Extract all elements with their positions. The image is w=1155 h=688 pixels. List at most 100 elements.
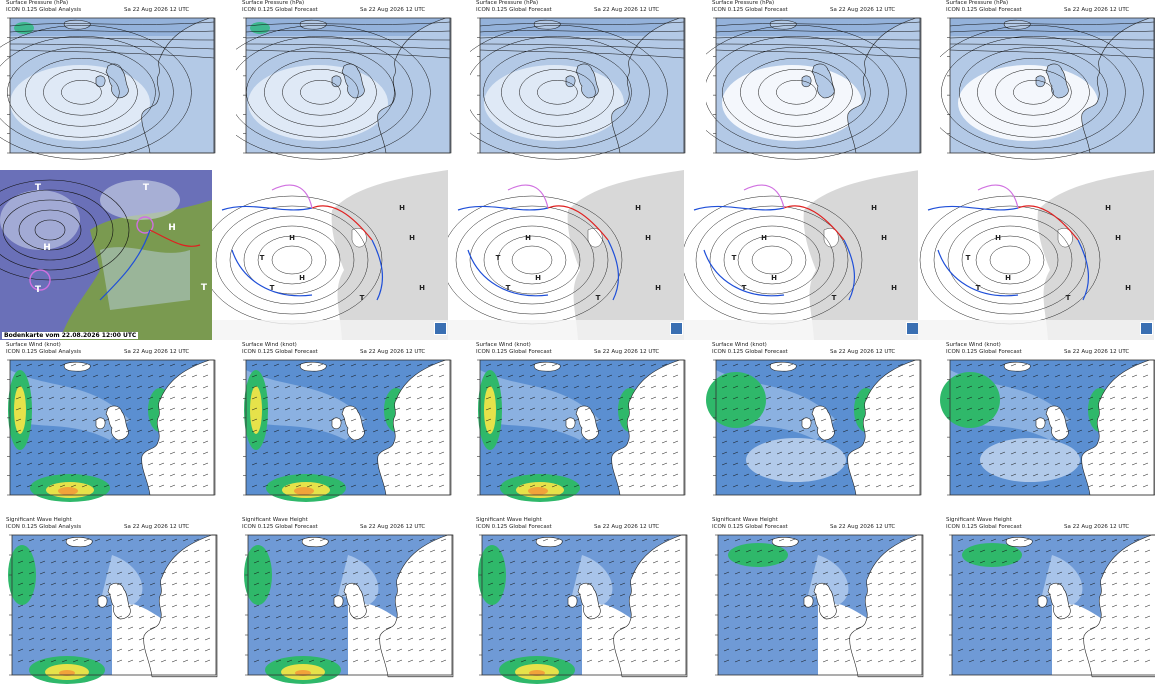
panel-model: ICON 0.125 Global Forecast [946,6,1022,13]
coastline [65,534,218,678]
wind-panel: Surface Wind (knot) ICON 0.125 Global For… [236,342,468,512]
isobars [0,21,215,160]
panel-valid-time: Sa 22 Aug 2026 12 UTC [360,348,426,355]
coastline [533,17,686,154]
high-pressure-symbol: H [1005,274,1011,282]
low-pressure-symbol: T [270,284,275,292]
pressure-panel: Surface Pressure (hPa) ICON 0.125 Global … [470,0,702,168]
high-pressure-symbol: H [635,204,641,212]
coastline [769,359,922,496]
surface-forecast-map: H T H H H T H T [448,170,684,340]
isobars [706,21,921,160]
high-pressure-symbol: H [761,234,767,242]
wind-panel: Surface Wind (knot) ICON 0.125 Global For… [470,342,702,512]
analysis-caption: Bodenkarte vom 22.08.2026 12:00 UTC [2,332,139,339]
panel-header: Significant Wave Height ICON 0.125 Global… [946,517,1155,530]
panel-valid-time: Sa 22 Aug 2026 12 UTC [1064,523,1130,530]
pressure-map [470,17,686,160]
surface-forecast-map: H T H H H T H T [918,170,1154,340]
low-pressure-symbol: T [143,183,150,193]
panel-valid-time: Sa 22 Aug 2026 12 UTC [1064,6,1130,13]
colorbar [276,161,426,166]
low-pressure-symbol: T [732,254,737,262]
panel-title: Surface Wind (knot) [946,342,1001,348]
high-pressure-symbol: H [43,243,51,253]
panel-title: Surface Pressure (hPa) [6,0,69,6]
high-pressure-symbol: H [881,234,887,242]
panel-model: ICON 0.125 Global Analysis [6,523,82,530]
coastline [299,359,452,496]
low-pressure-symbol: T [201,283,208,293]
wind-panel: Surface Wind (knot) ICON 0.125 Global For… [706,342,938,512]
panel-valid-time: Sa 22 Aug 2026 12 UTC [830,6,896,13]
panel-header: Surface Wind (knot) ICON 0.125 Global Ana… [6,342,226,355]
panel-valid-time: Sa 22 Aug 2026 12 UTC [124,523,190,530]
wave-map [478,534,688,684]
high-pressure-symbol: H [535,274,541,282]
pressure-panel: Surface Pressure (hPa) ICON 0.125 Global … [940,0,1155,168]
coastline [1003,359,1155,496]
wind-vectors [251,363,445,488]
panel-valid-time: Sa 22 Aug 2026 12 UTC [594,523,660,530]
high-pressure-symbol: H [1125,284,1131,292]
dwd-logo [434,322,447,335]
low-pressure-symbol: T [832,294,837,302]
low-pressure-symbol: T [966,254,971,262]
panel-title: Surface Wind (knot) [712,342,767,348]
pressure-map [0,17,216,160]
surface-forecast-panel: H T H H H T H T [212,170,448,340]
pressure-panel: Surface Pressure (hPa) ICON 0.125 Global … [0,0,232,168]
panel-model: ICON 0.125 Global Analysis [6,6,82,13]
wind-vectors [723,538,917,663]
colorbar [736,681,906,686]
colorbar [970,681,1140,686]
panel-header: Surface Wind (knot) ICON 0.125 Global For… [242,342,462,355]
isobars [236,21,451,160]
panel-model: ICON 0.125 Global Forecast [242,6,318,13]
high-pressure-symbol: H [771,274,777,282]
panel-valid-time: Sa 22 Aug 2026 12 UTC [1064,348,1130,355]
panel-model: ICON 0.125 Global Forecast [946,348,1022,355]
panel-header: Surface Wind (knot) ICON 0.125 Global For… [946,342,1155,355]
panel-header: Significant Wave Height ICON 0.125 Global… [712,517,932,530]
wave-map [8,534,218,684]
panel-header: Surface Pressure (hPa) ICON 0.125 Global … [242,0,462,13]
coastline [63,359,216,496]
low-pressure-symbol: T [360,294,365,302]
wind-map [243,359,452,502]
panel-title: Significant Wave Height [242,517,308,523]
wind-vectors [957,538,1151,663]
pressure-map [706,17,922,160]
panel-title: Surface Pressure (hPa) [242,0,305,6]
panel-valid-time: Sa 22 Aug 2026 12 UTC [124,6,190,13]
panel-valid-time: Sa 22 Aug 2026 12 UTC [124,348,190,355]
wave-panel: Significant Wave Height ICON 0.125 Global… [0,517,232,688]
panel-model: ICON 0.125 Global Forecast [242,523,318,530]
isobars [470,21,685,160]
dwd-logo [670,322,683,335]
panel-model: ICON 0.125 Global Forecast [946,523,1022,530]
panel-header: Significant Wave Height ICON 0.125 Global… [476,517,696,530]
panel-valid-time: Sa 22 Aug 2026 12 UTC [830,348,896,355]
wave-panel: Significant Wave Height ICON 0.125 Global… [940,517,1155,688]
wave-map [949,534,1155,678]
coastline [769,17,922,154]
panel-model: ICON 0.125 Global Forecast [476,348,552,355]
wave-panel: Significant Wave Height ICON 0.125 Global… [470,517,702,688]
colorbar [266,504,436,509]
low-pressure-symbol: T [496,254,501,262]
panel-valid-time: Sa 22 Aug 2026 12 UTC [594,6,660,13]
panel-title: Significant Wave Height [712,517,778,523]
panel-model: ICON 0.125 Global Forecast [712,523,788,530]
pressure-panel: Surface Pressure (hPa) ICON 0.125 Global … [236,0,468,168]
wave-map [715,534,924,678]
panel-title: Significant Wave Height [6,517,72,523]
high-pressure-symbol: H [655,284,661,292]
coastline [1005,534,1155,678]
wave-panel: Significant Wave Height ICON 0.125 Global… [706,517,938,688]
panel-title: Surface Pressure (hPa) [712,0,775,6]
high-pressure-symbol: H [871,204,877,212]
dwd-logo [1140,322,1153,335]
panel-title: Surface Pressure (hPa) [476,0,539,6]
